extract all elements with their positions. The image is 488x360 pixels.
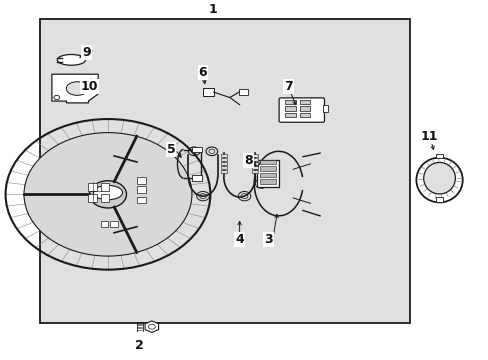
Ellipse shape [57, 54, 85, 65]
Bar [435, 197, 443, 202]
Circle shape [89, 181, 126, 208]
Bar [101, 221, 108, 226]
Text: 3: 3 [264, 233, 272, 246]
Circle shape [24, 132, 192, 256]
Text: 5: 5 [166, 143, 175, 156]
Polygon shape [52, 74, 98, 103]
Bar [239, 89, 247, 95]
Bar [192, 175, 202, 181]
Text: 7: 7 [284, 80, 292, 93]
Bar [252, 170, 258, 173]
Bar [137, 177, 146, 184]
Bar [285, 106, 295, 111]
Bar [252, 166, 258, 169]
Text: 11: 11 [420, 130, 438, 144]
Text: 2: 2 [135, 339, 144, 352]
Text: 8: 8 [244, 154, 252, 167]
Bar [40, 19, 409, 323]
Bar [259, 166, 275, 171]
Bar [192, 147, 202, 152]
Ellipse shape [93, 185, 122, 200]
Bar [137, 197, 146, 203]
Bar [88, 183, 97, 191]
Bar [221, 166, 226, 169]
Bar [259, 173, 275, 177]
Text: 1: 1 [208, 3, 217, 16]
Text: 10: 10 [81, 80, 98, 93]
Bar [299, 106, 310, 111]
Ellipse shape [66, 82, 88, 95]
Ellipse shape [415, 158, 462, 202]
Bar [256, 160, 278, 187]
Bar [221, 158, 226, 161]
Bar [203, 88, 213, 96]
Bar [101, 194, 109, 202]
Bar [252, 158, 258, 161]
Bar [299, 113, 310, 117]
Text: 9: 9 [82, 46, 91, 59]
Bar [252, 162, 258, 165]
Bar [110, 221, 118, 226]
Bar [252, 154, 258, 157]
Bar [285, 100, 295, 104]
Bar [221, 154, 226, 157]
Bar [101, 183, 109, 191]
FancyBboxPatch shape [279, 98, 324, 122]
Bar [259, 179, 275, 184]
Bar [221, 170, 226, 173]
Ellipse shape [423, 162, 454, 194]
Bar [322, 105, 328, 112]
Bar [285, 113, 295, 117]
Bar [137, 186, 146, 193]
Text: 4: 4 [235, 233, 244, 246]
Bar [299, 100, 310, 104]
Text: 6: 6 [198, 66, 207, 79]
Bar [88, 194, 97, 202]
Bar [435, 154, 443, 158]
Bar [221, 162, 226, 165]
Bar [259, 160, 275, 164]
